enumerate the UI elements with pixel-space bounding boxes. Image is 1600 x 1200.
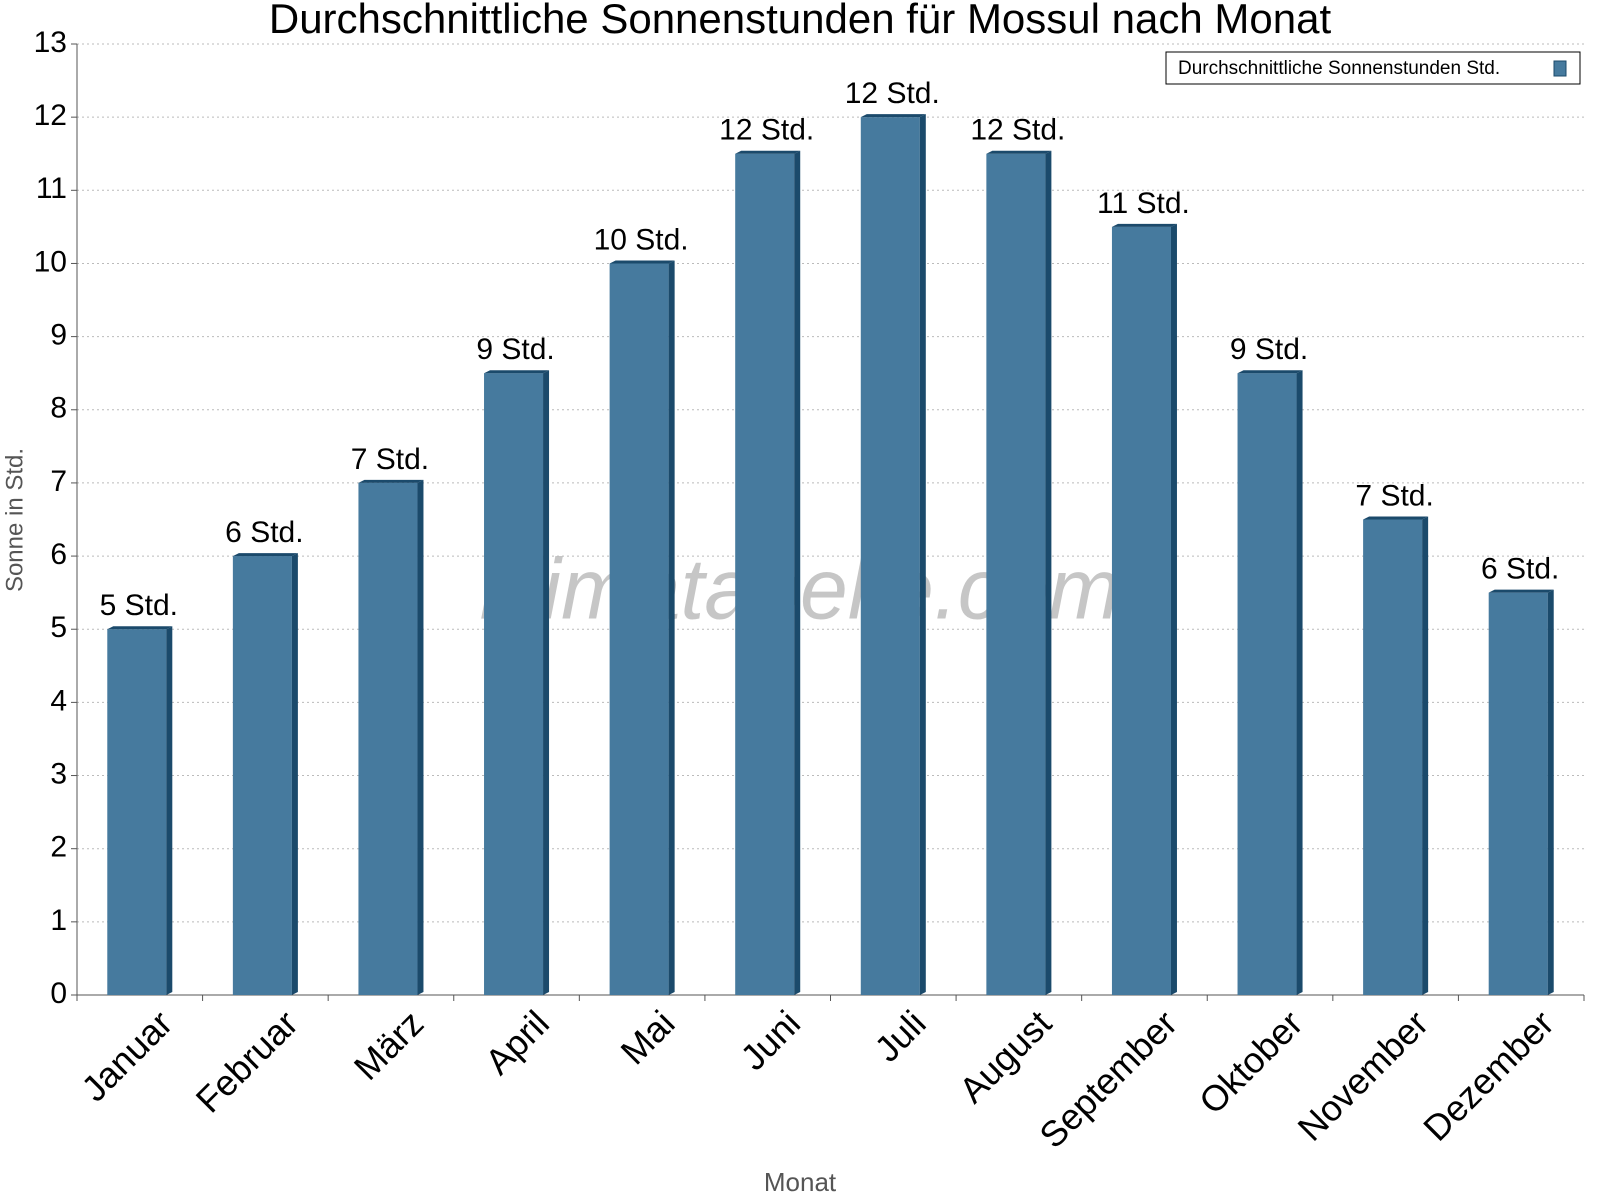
x-tick-label: Juni <box>732 1002 808 1078</box>
bar-top <box>609 260 675 264</box>
x-tick-label: September <box>1031 1002 1185 1156</box>
bar-top <box>1488 589 1554 593</box>
bar <box>358 482 418 995</box>
bar-top <box>107 626 173 630</box>
bar-side <box>417 479 424 995</box>
bar-side <box>1045 150 1052 995</box>
x-tick-label: April <box>477 1002 557 1082</box>
bar-side <box>1170 223 1177 995</box>
x-tick-label: Dezember <box>1415 1002 1561 1148</box>
bar-top <box>358 479 424 483</box>
bar <box>735 153 795 995</box>
bar-side <box>919 114 926 995</box>
bar <box>484 373 544 995</box>
y-tick-label: 5 <box>50 611 67 644</box>
x-tick-label: Februar <box>188 1002 306 1120</box>
bar-side <box>794 150 801 995</box>
bar <box>1363 519 1423 995</box>
bar-side <box>166 626 173 995</box>
bar <box>1111 226 1171 995</box>
x-tick-label: Juli <box>866 1002 933 1069</box>
bar <box>986 153 1046 995</box>
x-tick-label: November <box>1290 1002 1436 1148</box>
legend: Durchschnittliche Sonnenstunden Std. <box>1165 51 1581 85</box>
bar-side <box>1547 589 1554 995</box>
x-tick-label: März <box>346 1002 432 1088</box>
legend-label: Durchschnittliche Sonnenstunden Std. <box>1178 58 1500 79</box>
x-tick-label: Mai <box>612 1002 682 1072</box>
bar-top <box>1111 223 1177 227</box>
bar <box>232 556 292 995</box>
value-label: 12 Std. <box>970 114 1065 147</box>
value-label: 12 Std. <box>719 114 814 147</box>
value-label: 5 Std. <box>100 589 178 622</box>
y-tick-label: 0 <box>50 977 67 1010</box>
value-label: 9 Std. <box>1230 333 1308 366</box>
bar <box>609 263 669 995</box>
value-label: 12 Std. <box>845 77 940 110</box>
bar <box>1237 373 1297 995</box>
y-tick-label: 4 <box>50 684 67 717</box>
value-label: 11 Std. <box>1097 187 1190 220</box>
bar-side <box>1422 516 1429 995</box>
value-label: 7 Std. <box>351 443 429 476</box>
value-label: 6 Std. <box>1481 553 1559 586</box>
bar-top <box>1363 516 1429 520</box>
x-axis-label: Monat <box>764 1167 837 1197</box>
y-axis-label: Sonne in Std. <box>1 448 28 592</box>
value-label: 7 Std. <box>1355 479 1433 512</box>
bar-top <box>1237 370 1303 374</box>
chart-title: Durchschnittliche Sonnenstunden für Moss… <box>269 0 1332 42</box>
y-tick-label: 6 <box>50 538 67 571</box>
y-tick-label: 8 <box>50 392 67 425</box>
bar-top <box>735 150 801 154</box>
bar-top <box>986 150 1052 154</box>
y-tick-label: 11 <box>36 172 67 205</box>
bar-side <box>1296 370 1303 995</box>
y-tick-label: 9 <box>50 319 67 352</box>
value-label: 10 Std. <box>594 223 689 256</box>
y-tick-label: 7 <box>50 465 67 498</box>
bar-side <box>668 260 675 995</box>
bar-top <box>232 553 298 557</box>
legend-swatch <box>1553 60 1567 77</box>
y-tick-label: 1 <box>50 904 67 937</box>
bar <box>107 629 167 995</box>
value-label: 6 Std. <box>225 516 303 549</box>
x-tick-label: August <box>951 1002 1059 1110</box>
y-tick-label: 2 <box>50 831 67 864</box>
y-tick-label: 3 <box>50 757 67 790</box>
value-label: 9 Std. <box>476 333 554 366</box>
bar-side <box>543 370 550 995</box>
bar-top <box>484 370 550 374</box>
x-tick-label: Oktober <box>1191 1002 1311 1122</box>
y-tick-label: 12 <box>34 99 67 132</box>
x-tick-label: Januar <box>73 1002 180 1109</box>
bar <box>860 117 920 995</box>
bar-side <box>291 553 298 995</box>
y-tick-label: 13 <box>34 26 67 59</box>
bar-top <box>860 114 926 118</box>
bar <box>1488 592 1548 995</box>
legend-box <box>1165 51 1581 85</box>
y-tick-label: 10 <box>34 245 67 278</box>
